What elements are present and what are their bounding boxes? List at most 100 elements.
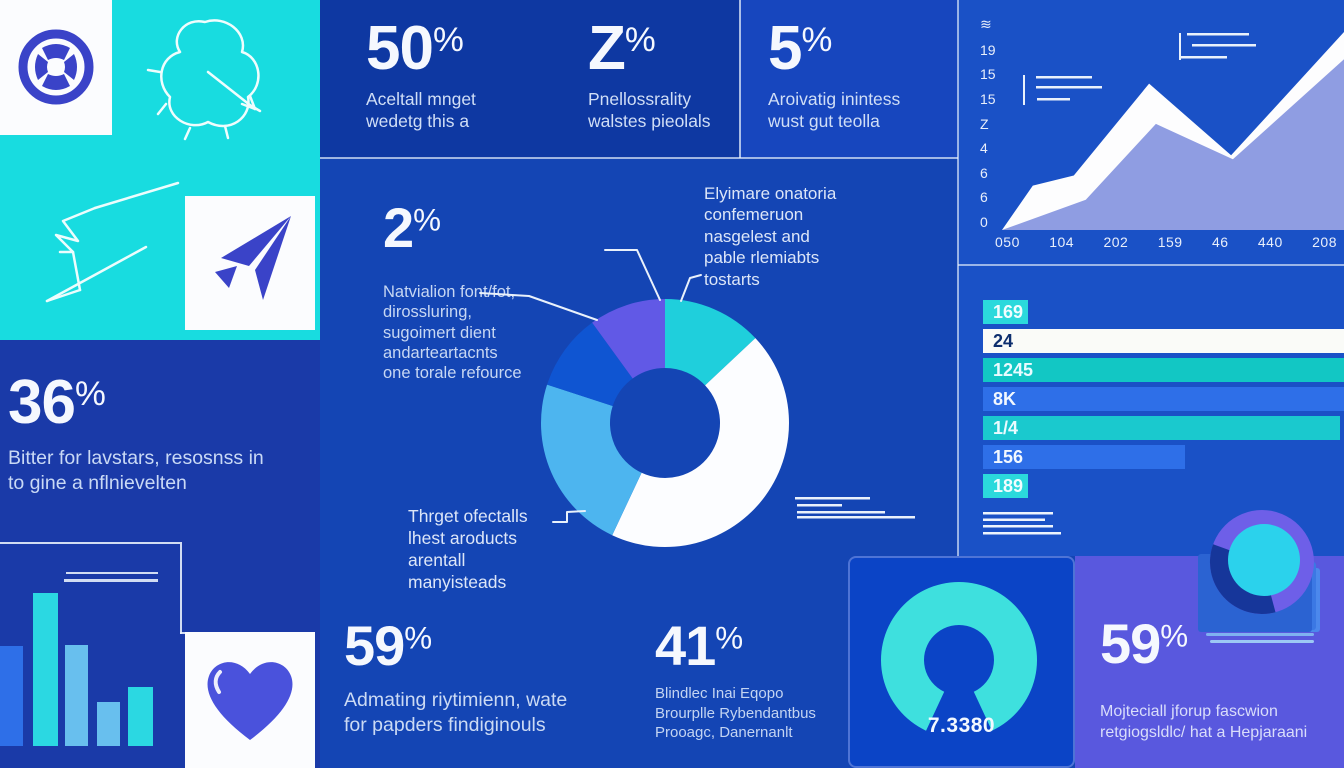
bar bbox=[65, 645, 88, 746]
stat-value: 2 bbox=[383, 196, 414, 259]
heart-icon bbox=[207, 662, 293, 740]
gauge-chart bbox=[881, 581, 1037, 731]
annotation-lines bbox=[1023, 75, 1102, 105]
top-stats-panel-a bbox=[320, 0, 740, 158]
pie-documents-icon bbox=[1198, 510, 1320, 643]
stat-caption: Pnellossrality walstes pieolals bbox=[588, 89, 711, 132]
y-tick-label: 15 bbox=[980, 66, 996, 83]
stat-value: 36 bbox=[8, 368, 76, 437]
bar: 1/4 bbox=[983, 416, 1340, 440]
donut-chart bbox=[540, 299, 789, 548]
stat-caption: Aroivatig inintess wust gut teolla bbox=[768, 89, 901, 132]
bar bbox=[128, 687, 153, 746]
area-x-labels: 050 104 202 159 46 440 208 bbox=[995, 234, 1337, 250]
donut-segment bbox=[547, 322, 633, 406]
donut-segment bbox=[665, 299, 756, 386]
stat-caption: Aceltall mnget wedetg this a bbox=[366, 89, 476, 132]
horizontal-bar-chart: 169 24 1245 8K 1/4 156 189 bbox=[983, 300, 1344, 503]
blob-sketch-icon bbox=[146, 19, 262, 141]
x-tick-label: 46 bbox=[1211, 234, 1229, 250]
bar-label: 169 bbox=[993, 301, 1024, 322]
paper-plane-tile bbox=[185, 196, 315, 330]
gauge-value: 7.3380 bbox=[927, 714, 996, 737]
stat-caption: Natvialion font/fot, dirossluring, sugoi… bbox=[383, 283, 522, 383]
bar: 156 bbox=[983, 445, 1185, 469]
x-tick-label: 050 bbox=[995, 234, 1020, 250]
wheel-icon-tile bbox=[0, 0, 112, 135]
mini-bar-chart bbox=[0, 593, 153, 746]
x-tick-label: 104 bbox=[1049, 234, 1075, 250]
percent-sign: % bbox=[74, 374, 106, 413]
stat-41: 41% Blindlec Inai Eqopo Brourplle Rybend… bbox=[655, 618, 875, 743]
area-chart bbox=[1002, 32, 1344, 230]
x-tick-label: 202 bbox=[1103, 234, 1129, 250]
y-tick-label: 6 bbox=[980, 189, 988, 206]
bar bbox=[33, 593, 58, 746]
stat-value: 41 bbox=[655, 614, 716, 677]
donut-segment bbox=[592, 299, 665, 379]
bar bbox=[97, 702, 120, 746]
bar-label: 189 bbox=[993, 475, 1024, 496]
minibar-title-line bbox=[64, 579, 158, 582]
percent-sign: % bbox=[404, 620, 433, 656]
area-y-labels: ≋ 19 15 15 Z 4 6 6 0 bbox=[980, 16, 1004, 230]
stat-5: 5% Aroivatig inintess wust gut teolla bbox=[768, 18, 948, 133]
top-stats-panel-b bbox=[740, 0, 958, 158]
stat-caption: Blindlec Inai Eqopo Brourplle Rybendantb… bbox=[655, 685, 816, 741]
paper-plane-icon bbox=[215, 216, 291, 300]
bar: 8K bbox=[983, 387, 1344, 411]
divider-horizontal-right bbox=[958, 264, 1344, 266]
stat-value: Z bbox=[588, 14, 626, 83]
bar: 189 bbox=[983, 474, 1028, 498]
annotation-lines bbox=[1179, 33, 1256, 60]
x-tick-label: 159 bbox=[1157, 234, 1183, 250]
percent-sign: % bbox=[715, 620, 744, 656]
stat-value: 59 bbox=[1100, 612, 1161, 675]
stat-caption: Mojteciall jforup fascwion retgiogsldlc/… bbox=[1100, 703, 1308, 741]
y-tick-label: 0 bbox=[980, 214, 988, 230]
bar bbox=[0, 646, 23, 746]
wheel-icon bbox=[18, 29, 94, 105]
percent-sign: % bbox=[413, 202, 442, 238]
stat-caption: Bitter for lavstars, resosnss in to gine… bbox=[8, 447, 264, 494]
stat-value: 5 bbox=[768, 14, 802, 83]
percent-sign: % bbox=[801, 20, 833, 59]
stat-caption: Admating riytimienn, wate for papders fi… bbox=[344, 689, 568, 737]
minibar-outline-top bbox=[0, 542, 180, 544]
donut-segment bbox=[540, 384, 642, 536]
area-series bbox=[1002, 59, 1344, 230]
divider-horizontal-top bbox=[320, 157, 958, 159]
minibar-outline-right bbox=[180, 542, 182, 634]
stat-value: 59 bbox=[344, 614, 405, 677]
heart-tile bbox=[185, 632, 315, 768]
x-tick-label: 440 bbox=[1257, 234, 1283, 250]
stat-value: 50 bbox=[366, 14, 434, 83]
gauge-ring bbox=[881, 581, 1037, 731]
stat-z: Z% Pnellossrality walstes pieolals bbox=[588, 18, 748, 133]
stat-50: 50% Aceltall mnget wedetg this a bbox=[366, 18, 556, 133]
donut-note-left: Thrget ofectalls lhest aroducts arentall… bbox=[408, 506, 528, 593]
y-tick-label: Z bbox=[980, 115, 989, 132]
divider-vertical-top bbox=[739, 0, 741, 158]
stat-59: 59% Admating riytimienn, wate for papder… bbox=[344, 618, 644, 739]
annotation-lines bbox=[983, 512, 1061, 535]
bar: 169 bbox=[983, 300, 1028, 324]
y-tick-label: 4 bbox=[980, 140, 988, 157]
y-tick-label: 15 bbox=[980, 90, 996, 107]
bar: 24 bbox=[983, 329, 1344, 353]
stat-36: 36% Bitter for lavstars, resosnss in to … bbox=[8, 372, 308, 496]
bar-label: 156 bbox=[993, 446, 1024, 467]
percent-sign: % bbox=[1160, 618, 1189, 654]
bar-label: 1245 bbox=[993, 359, 1034, 380]
divider-vertical-right bbox=[957, 0, 959, 556]
percent-sign: % bbox=[624, 20, 656, 59]
percent-sign: % bbox=[432, 20, 464, 59]
stat-2: 2% Natvialion font/fot, dirossluring, su… bbox=[383, 200, 563, 383]
x-tick-label: 208 bbox=[1312, 234, 1337, 250]
bar-label: 24 bbox=[993, 330, 1014, 351]
donut-note-right: Elyimare onatoria confemeruon nasgelest … bbox=[704, 184, 837, 289]
stat-59-purple: 59% Mojteciall jforup fascwion retgiogsl… bbox=[1100, 616, 1320, 744]
donut-segment bbox=[612, 338, 789, 548]
zigzag-sketch-icon bbox=[45, 181, 180, 303]
